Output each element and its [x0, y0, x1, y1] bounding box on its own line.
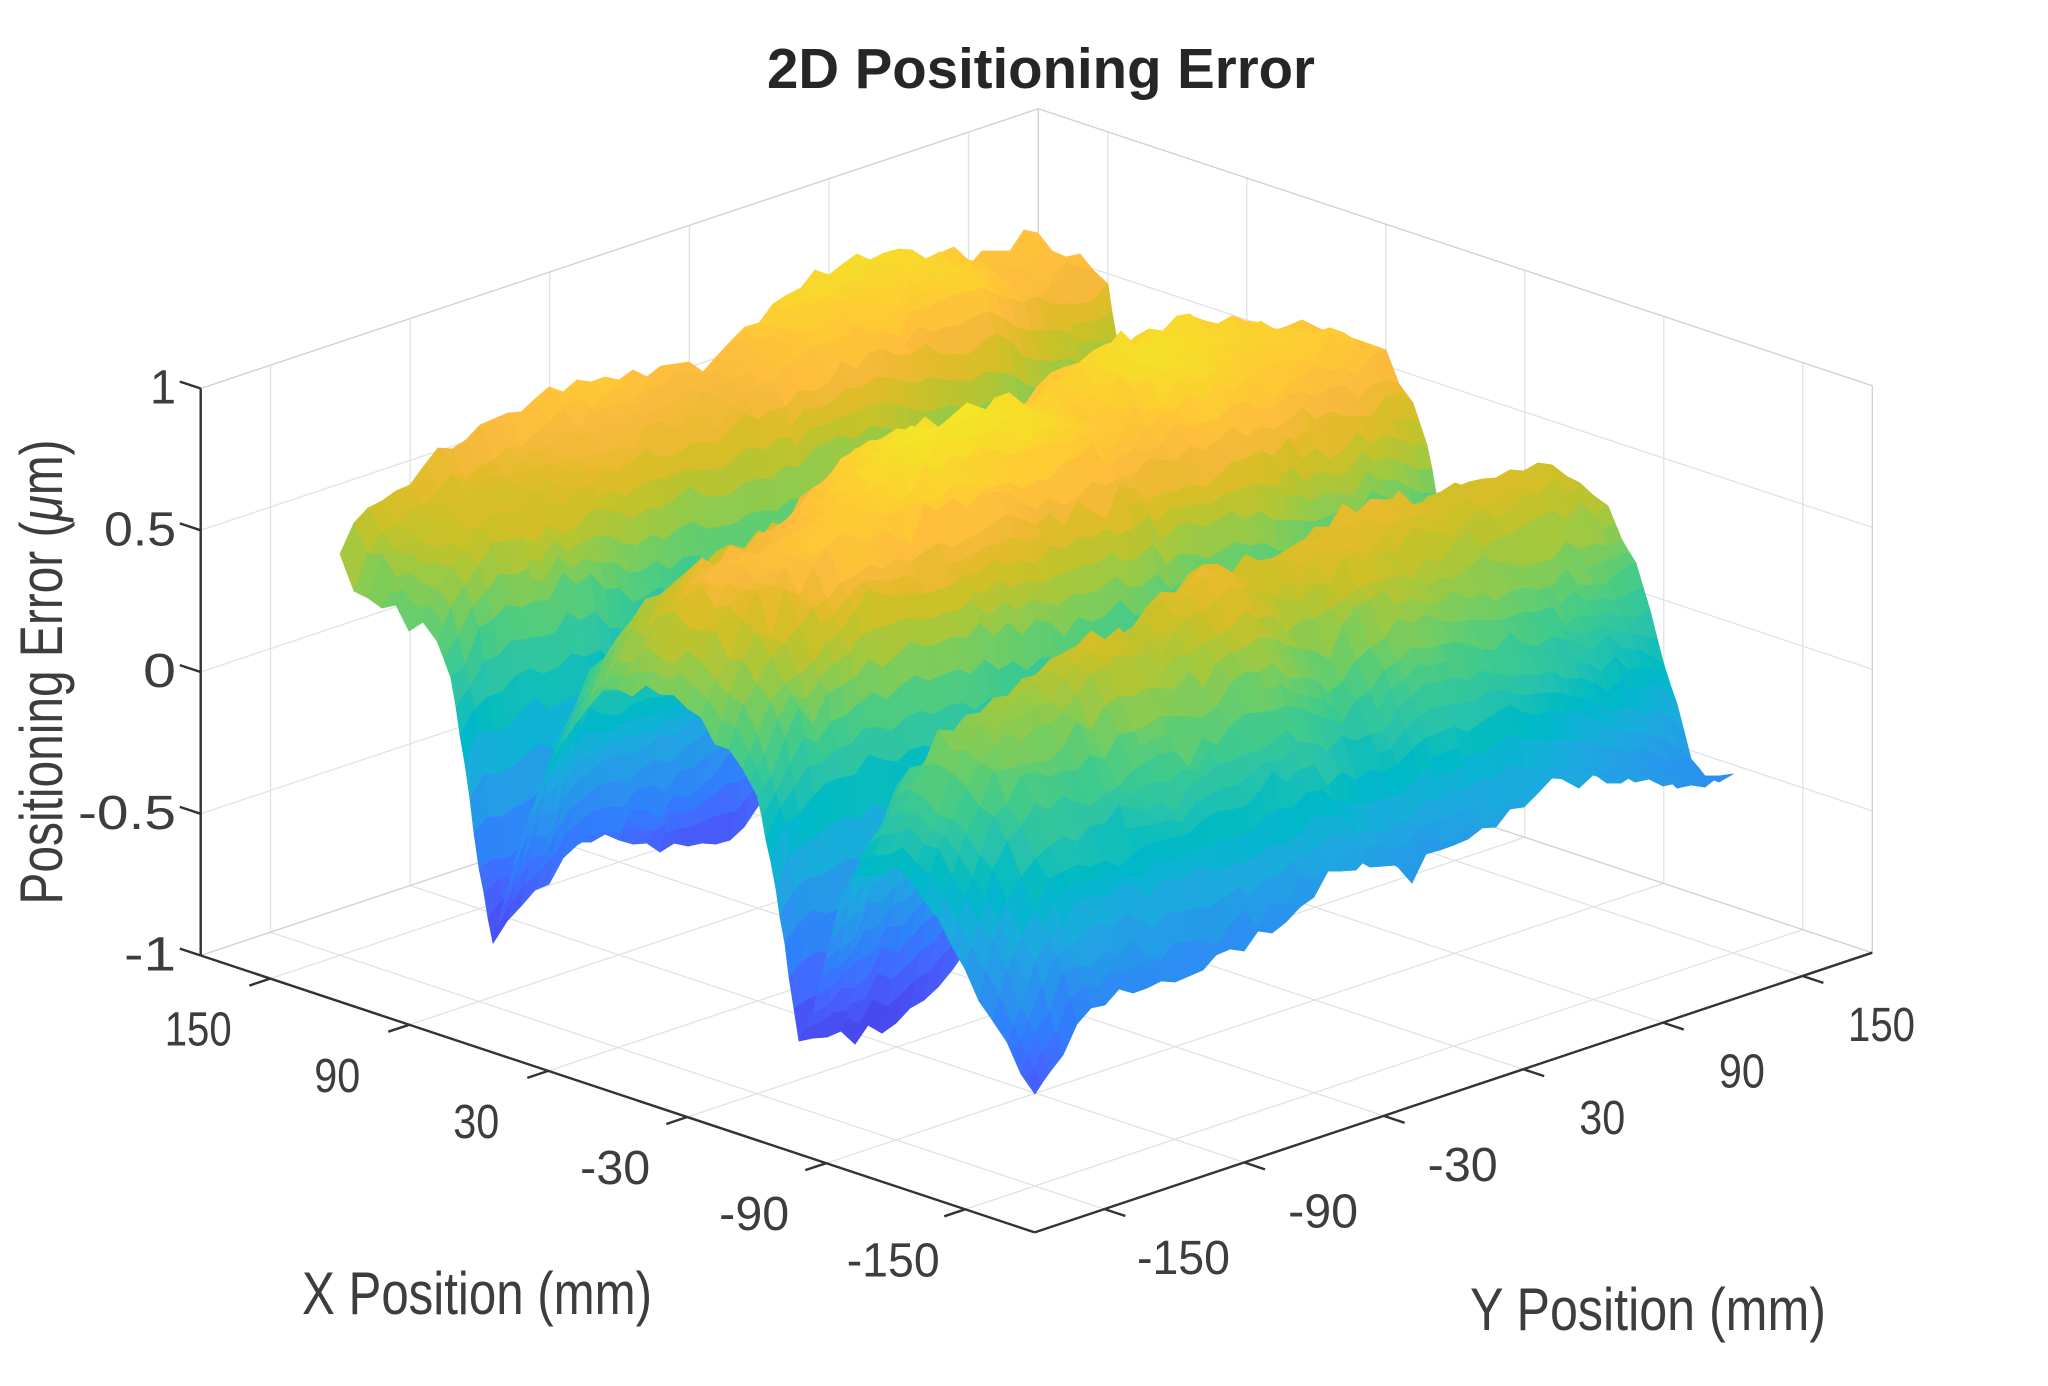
- svg-text:-150: -150: [1137, 1232, 1230, 1285]
- svg-text:30: 30: [1579, 1092, 1625, 1145]
- svg-text:-90: -90: [719, 1188, 789, 1241]
- svg-text:-1: -1: [124, 929, 176, 982]
- svg-text:-0.5: -0.5: [78, 787, 176, 840]
- svg-text:Y Position (mm): Y Position (mm): [1470, 1276, 1826, 1343]
- svg-text:2D Positioning Error: 2D Positioning Error: [767, 37, 1315, 101]
- svg-text:X Position (mm): X Position (mm): [302, 1260, 652, 1327]
- svg-text:90: 90: [1719, 1046, 1765, 1099]
- svg-text:90: 90: [314, 1050, 360, 1103]
- svg-text:1: 1: [150, 362, 176, 415]
- svg-text:30: 30: [453, 1096, 499, 1149]
- svg-text:0.5: 0.5: [104, 503, 176, 556]
- svg-text:150: 150: [165, 1004, 232, 1057]
- svg-text:-90: -90: [1288, 1185, 1358, 1238]
- svg-text:150: 150: [1848, 999, 1915, 1052]
- svg-text:-30: -30: [1428, 1139, 1498, 1192]
- svg-text:-150: -150: [847, 1234, 940, 1287]
- svg-text:Positioning Error (μm): Positioning Error (μm): [8, 440, 75, 905]
- svg-text:0: 0: [143, 645, 176, 698]
- svg-text:-30: -30: [580, 1142, 650, 1195]
